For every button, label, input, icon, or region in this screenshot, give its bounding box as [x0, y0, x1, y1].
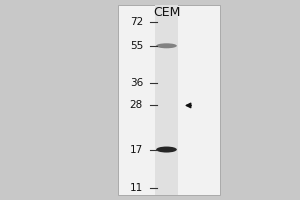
Ellipse shape [156, 43, 177, 48]
Text: 28: 28 [130, 100, 143, 110]
Text: 72: 72 [130, 17, 143, 27]
Ellipse shape [156, 147, 177, 153]
Text: 17: 17 [130, 145, 143, 155]
Text: 11: 11 [130, 183, 143, 193]
Text: 55: 55 [130, 41, 143, 51]
Text: 36: 36 [130, 78, 143, 88]
Bar [118, 5, 220, 195]
Text: CEM: CEM [153, 5, 181, 19]
Bar [155, 5, 178, 195]
